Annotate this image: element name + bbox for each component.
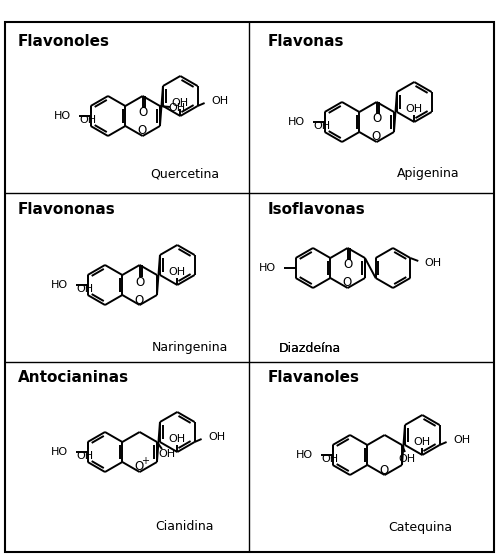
Text: OH: OH xyxy=(212,96,229,106)
Text: O: O xyxy=(342,277,351,290)
Text: O: O xyxy=(135,276,144,288)
Text: OH: OH xyxy=(158,449,176,459)
Text: OH: OH xyxy=(76,284,93,294)
Text: OH: OH xyxy=(424,258,442,268)
Text: O: O xyxy=(134,293,143,306)
Text: O: O xyxy=(379,463,388,476)
Text: Flavanoles: Flavanoles xyxy=(268,371,360,386)
Text: Flavononas: Flavononas xyxy=(18,202,116,217)
Text: Apigenina: Apigenina xyxy=(397,168,459,181)
Text: OH: OH xyxy=(169,434,186,444)
Text: OH: OH xyxy=(209,432,226,442)
Text: HO: HO xyxy=(258,263,275,273)
Text: Catequina: Catequina xyxy=(388,520,452,533)
Text: OH: OH xyxy=(172,98,189,108)
Text: OH: OH xyxy=(321,454,338,464)
Text: Isoflavonas: Isoflavonas xyxy=(268,202,366,217)
Text: OH: OH xyxy=(76,451,93,461)
Text: Quercetina: Quercetina xyxy=(150,168,220,181)
Text: +: + xyxy=(141,456,149,466)
Text: OH: OH xyxy=(313,121,330,131)
Text: OH: OH xyxy=(454,435,471,445)
Text: HO: HO xyxy=(50,280,68,290)
Text: O: O xyxy=(138,107,147,120)
Text: HO: HO xyxy=(287,117,305,127)
Text: OH: OH xyxy=(79,115,96,125)
Text: OH: OH xyxy=(168,103,186,113)
Text: O: O xyxy=(134,461,143,473)
Text: O: O xyxy=(371,130,380,144)
Text: O: O xyxy=(372,112,381,126)
Text: OH: OH xyxy=(406,104,423,114)
Text: Diazdeína: Diazdeína xyxy=(279,342,341,354)
Text: OH: OH xyxy=(414,437,431,447)
Text: O: O xyxy=(343,258,352,272)
Text: Flavonoles: Flavonoles xyxy=(18,35,110,50)
Text: HO: HO xyxy=(295,450,313,460)
Text: Cianidina: Cianidina xyxy=(156,520,214,533)
Text: Naringenina: Naringenina xyxy=(152,342,228,354)
Text: HO: HO xyxy=(50,447,68,457)
Text: HO: HO xyxy=(53,111,71,121)
Text: Diazdeína: Diazdeína xyxy=(279,342,341,354)
Text: Antocianinas: Antocianinas xyxy=(18,371,129,386)
Text: Flavonas: Flavonas xyxy=(268,35,344,50)
Text: OH: OH xyxy=(398,454,416,464)
Text: OH: OH xyxy=(169,267,186,277)
Text: O: O xyxy=(137,125,146,138)
